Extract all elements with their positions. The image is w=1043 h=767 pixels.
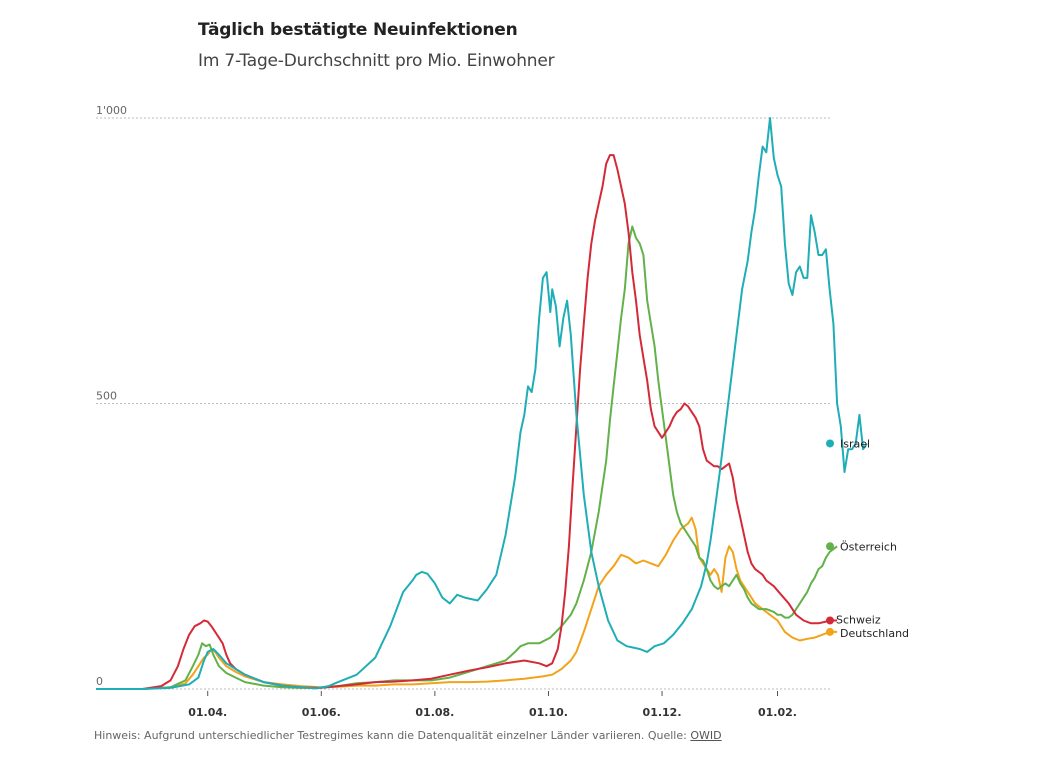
y-tick-label: 0 <box>96 675 103 688</box>
x-tick-label: 01.04. <box>188 706 227 719</box>
series-label: Schweiz <box>836 613 881 626</box>
x-tick-label: 01.06. <box>302 706 341 719</box>
series-label: Israel <box>840 437 870 450</box>
series-end-marker <box>826 439 834 448</box>
series-label: Österreich <box>840 540 897 553</box>
series-end-marker <box>826 627 834 636</box>
x-axis: 01.04. 01.06. 01.08. 01.10. 01.12. 01.02. <box>188 691 797 719</box>
chart-subtitle: Im 7-Tage-Durchschnitt pro Mio. Einwohne… <box>198 51 555 71</box>
source-link[interactable]: OWID <box>690 729 722 742</box>
x-tick-label: 01.02. <box>758 706 797 719</box>
y-tick-label: 1'000 <box>96 104 127 117</box>
y-tick-label: 500 <box>96 390 117 403</box>
series-end-marker <box>826 542 834 551</box>
footer-note: Hinweis: Aufgrund unterschiedlicher Test… <box>94 729 722 742</box>
series-line-israel <box>96 117 868 690</box>
series-lines <box>96 117 868 690</box>
x-tick-label: 01.12. <box>643 706 682 719</box>
footer-note-text: Hinweis: Aufgrund unterschiedlicher Test… <box>94 729 691 742</box>
y-axis: 0 500 1'000 <box>96 104 127 688</box>
x-tick-label: 01.10. <box>529 706 568 719</box>
series-line-deutschland <box>96 516 838 690</box>
series-label: Deutschland <box>840 627 909 640</box>
chart-title: Täglich bestätigte Neuinfektionen <box>198 20 518 40</box>
x-tick-label: 01.08. <box>415 706 454 719</box>
series-end-marker <box>826 616 834 625</box>
series-line-österreich <box>96 225 838 690</box>
gridlines <box>96 117 832 690</box>
